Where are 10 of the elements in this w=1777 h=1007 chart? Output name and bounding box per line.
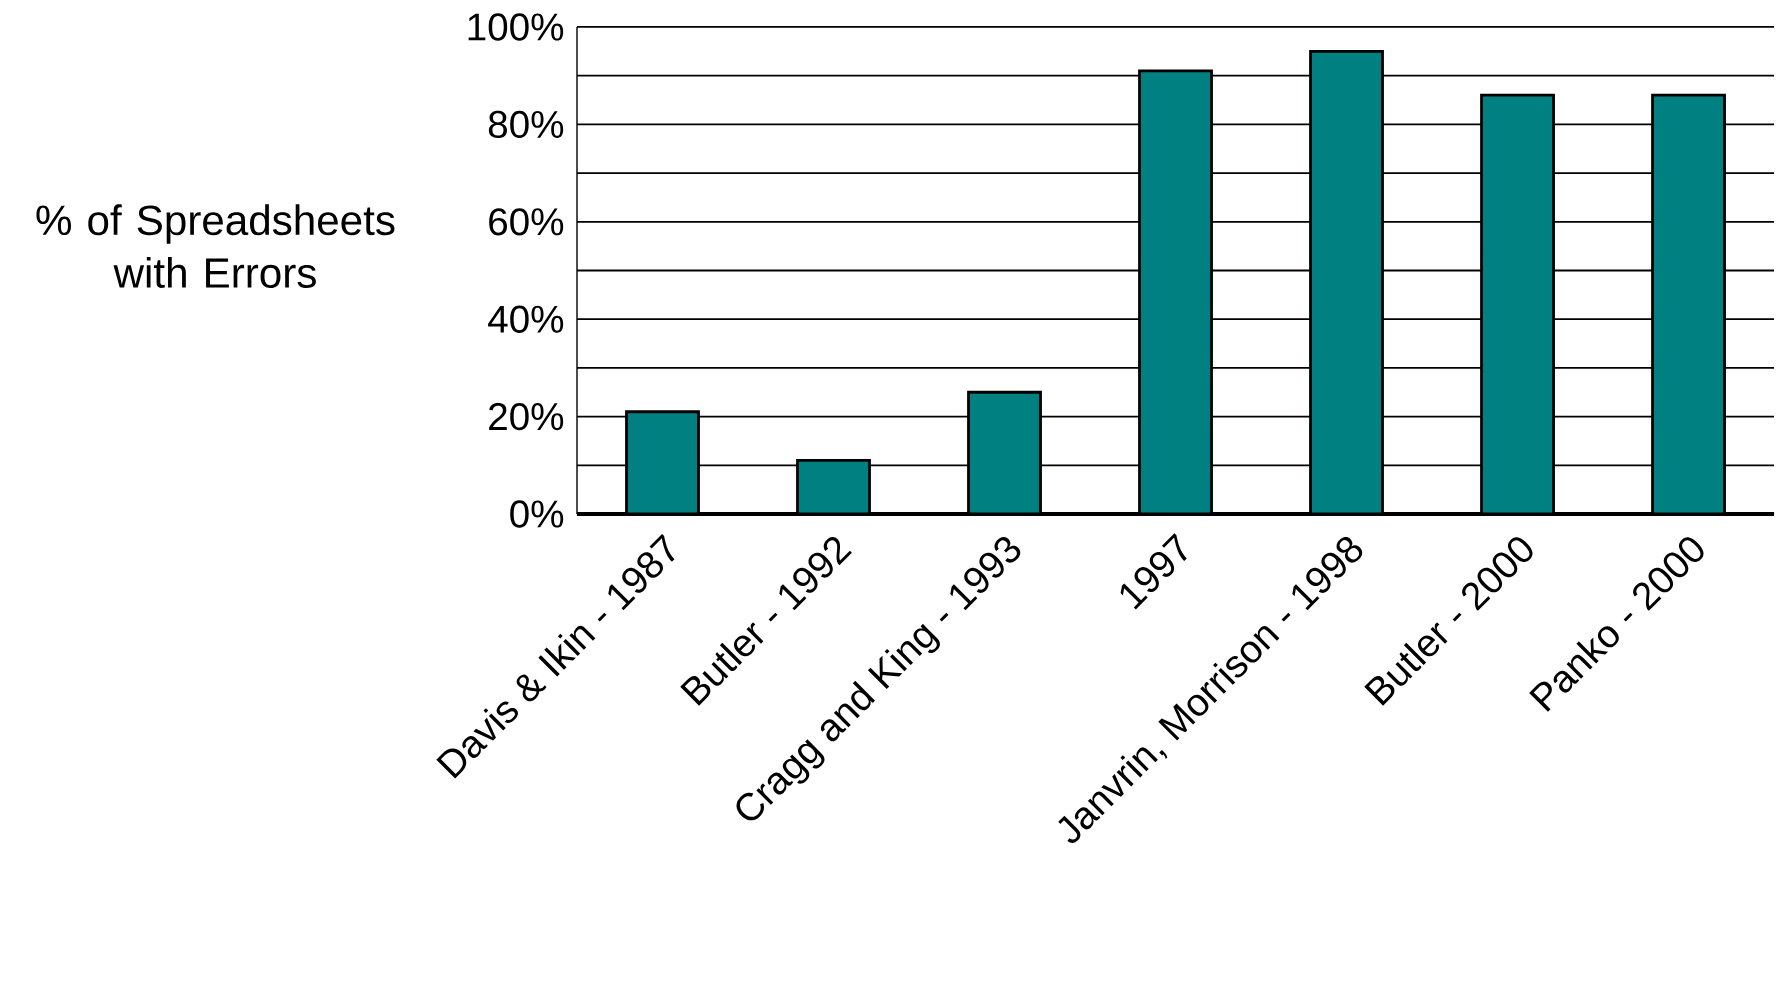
y-tick-label: 0% [510,500,564,528]
y-axis-title: % of Spreadsheets with Errors [36,204,395,288]
y-tick-label: 20% [489,402,564,431]
bar [1138,69,1213,514]
y-tick-label: 40% [488,305,564,333]
y-tick-label: 100% [468,13,564,41]
bar [625,410,700,514]
y-tick-label: 80% [488,110,564,139]
y-tick-label: 60% [489,208,564,236]
bar [796,459,871,514]
